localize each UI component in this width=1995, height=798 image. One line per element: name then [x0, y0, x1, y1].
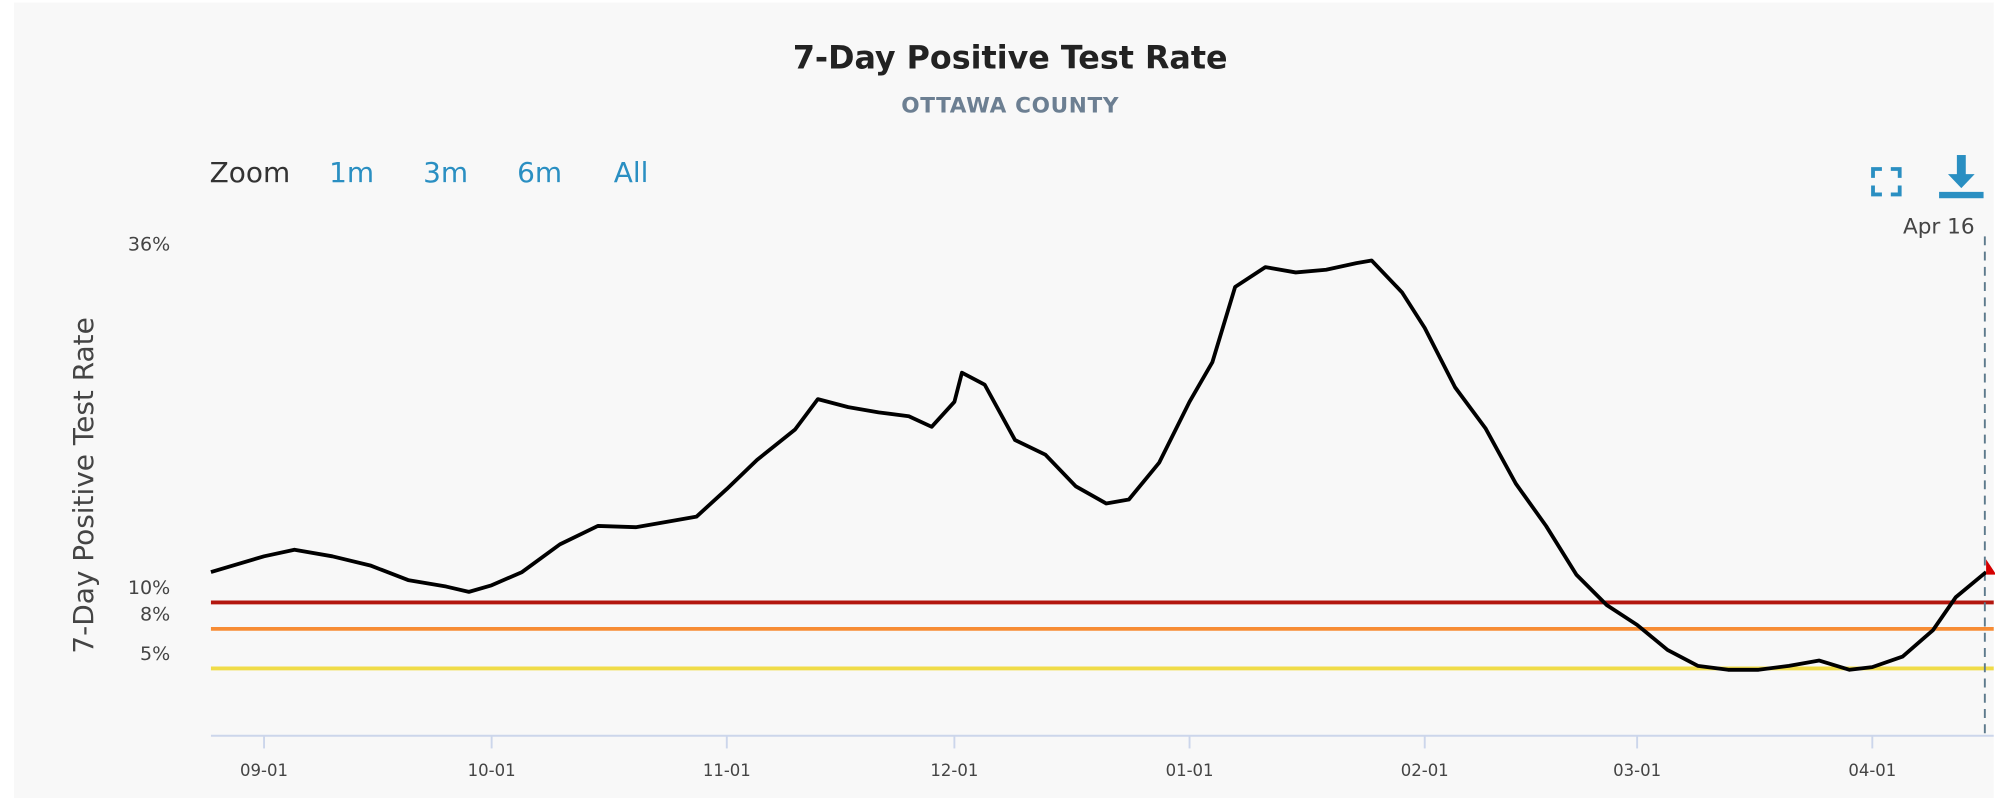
end-marker	[1986, 559, 1995, 575]
zoom-button[interactable]: 6m	[517, 156, 562, 189]
y-tick-label: 5%	[140, 643, 170, 665]
x-tick-label: 11-01	[703, 761, 751, 780]
y-tick-label: 8%	[140, 603, 170, 625]
fullscreen-icon[interactable]	[1871, 167, 1902, 197]
y-tick-label: 36%	[128, 234, 170, 256]
zoom-button[interactable]: 1m	[329, 156, 374, 189]
x-tick-label: 04-01	[1848, 761, 1896, 780]
x-tick-label: 09-01	[240, 761, 288, 780]
zoom-button[interactable]: All	[614, 156, 649, 189]
download-icon[interactable]	[1939, 155, 1984, 199]
crosshair-label: Apr 16	[1903, 214, 1975, 239]
y-axis-label: 7-Day Positive Test Rate	[67, 317, 100, 653]
chart-background	[13, 2, 1994, 798]
x-tick-label: 02-01	[1401, 761, 1449, 780]
x-tick-label: 12-01	[930, 761, 978, 780]
chart-title: 7-Day Positive Test Rate	[793, 41, 1228, 77]
zoom-label: Zoom	[210, 156, 291, 189]
y-tick-label: 10%	[128, 577, 170, 599]
x-tick-label: 10-01	[468, 761, 516, 780]
data-line	[210, 258, 1988, 672]
x-tick-label: 03-01	[1613, 761, 1661, 780]
x-tick-label: 01-01	[1166, 761, 1214, 780]
zoom-button[interactable]: 3m	[423, 156, 468, 189]
chart-subtitle: OTTAWA COUNTY	[901, 94, 1119, 119]
